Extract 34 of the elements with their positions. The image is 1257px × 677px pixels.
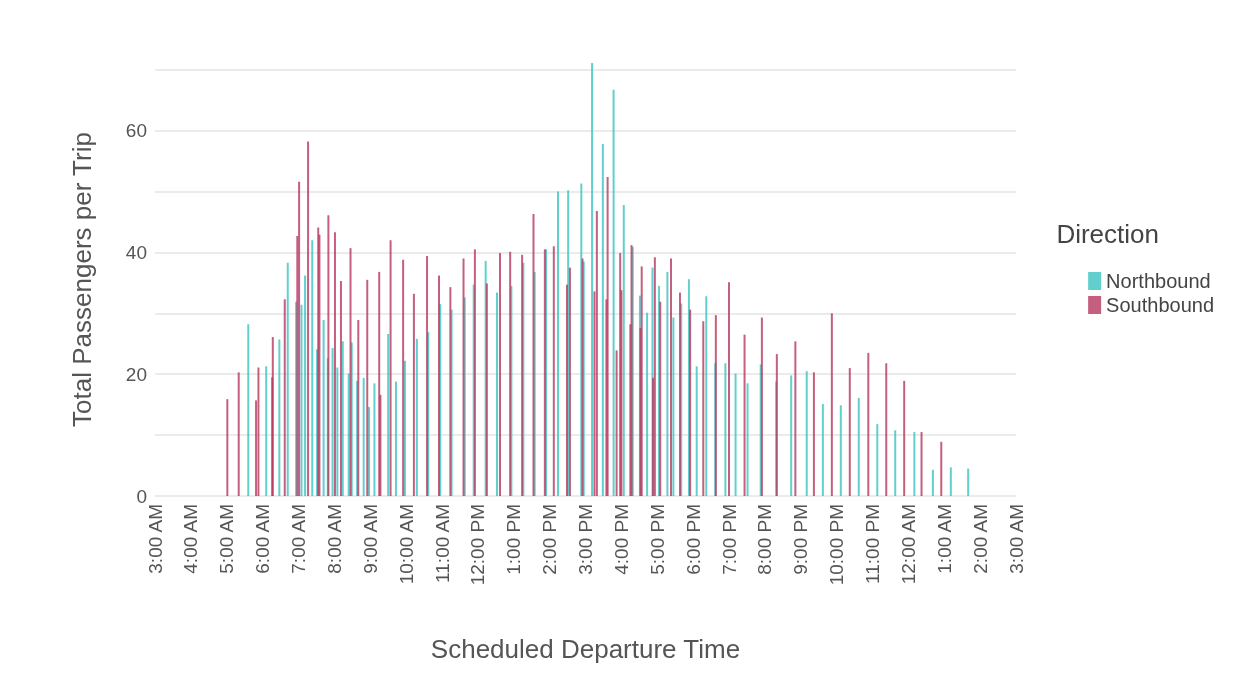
x-tick-label: 9:00 AM (359, 504, 381, 574)
x-tick-label: 11:00 AM (431, 504, 453, 583)
x-tick-label: 3:00 AM (144, 504, 166, 574)
legend-label: Northbound (1106, 270, 1211, 292)
x-tick-label: 7:00 AM (288, 504, 309, 574)
x-tick-label: 4:00 PM (610, 504, 632, 575)
x-axis-title: Scheduled Departure Time (430, 634, 741, 664)
x-tick-label: 10:00 PM (826, 504, 848, 586)
x-tick-label: 4:00 AM (180, 504, 202, 574)
x-tick-label: 1:00 PM (503, 504, 525, 575)
x-tick-label: 6:00 AM (252, 504, 274, 574)
x-tick-label: 12:00 AM (897, 504, 919, 585)
x-tick-label: 1:00 AM (933, 504, 955, 574)
legend-title: Direction (1056, 219, 1159, 249)
x-tick-label: 5:00 AM (216, 504, 238, 574)
x-tick-label: 7:00 PM (718, 504, 740, 575)
x-tick-label: 6:00 PM (682, 504, 704, 575)
x-tick-label: 3:00 AM (1005, 504, 1027, 574)
y-axis-title: Total Passengers per Trip (67, 132, 97, 427)
y-tick-label: 0 (136, 485, 147, 507)
x-tick-label: 2:00 PM (539, 504, 561, 575)
x-tick-label: 3:00 PM (575, 504, 596, 575)
y-tick-label: 20 (125, 363, 147, 385)
x-tick-label: 9:00 PM (790, 504, 812, 575)
x-tick-label: 8:00 AM (323, 504, 345, 574)
y-tick-label: 40 (125, 241, 147, 263)
x-tick-label: 2:00 AM (969, 504, 991, 574)
x-tick-label: 8:00 PM (754, 504, 776, 575)
x-tick-label: 5:00 PM (646, 504, 668, 575)
legend-label: Southbound (1106, 294, 1215, 316)
y-tick-label: 60 (125, 120, 147, 142)
x-tick-label: 10:00 AM (395, 504, 417, 585)
x-tick-label: 11:00 PM (862, 504, 883, 584)
x-tick-label: 12:00 PM (467, 504, 489, 586)
